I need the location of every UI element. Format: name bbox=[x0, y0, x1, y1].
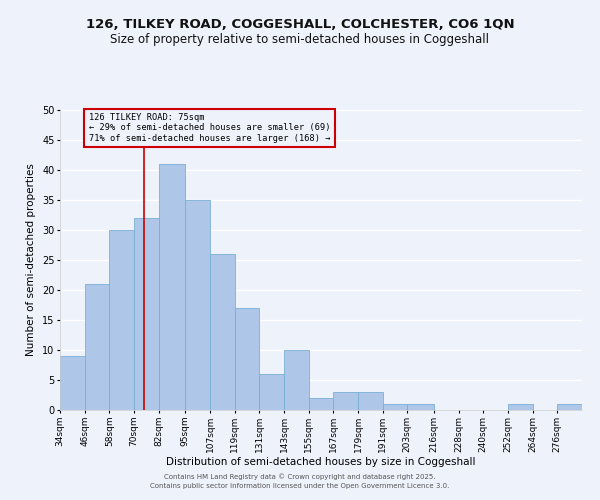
Bar bbox=[508, 404, 533, 410]
Bar bbox=[134, 218, 158, 410]
Bar bbox=[235, 308, 259, 410]
Bar bbox=[308, 398, 334, 410]
Bar bbox=[210, 254, 235, 410]
Y-axis label: Number of semi-detached properties: Number of semi-detached properties bbox=[26, 164, 37, 356]
Bar bbox=[60, 356, 85, 410]
Bar bbox=[358, 392, 383, 410]
Bar bbox=[557, 404, 582, 410]
Bar bbox=[383, 404, 407, 410]
Bar bbox=[85, 284, 109, 410]
Bar bbox=[259, 374, 284, 410]
Text: Contains HM Land Registry data © Crown copyright and database right 2025.: Contains HM Land Registry data © Crown c… bbox=[164, 474, 436, 480]
Bar bbox=[284, 350, 308, 410]
Bar bbox=[109, 230, 134, 410]
Bar bbox=[185, 200, 210, 410]
X-axis label: Distribution of semi-detached houses by size in Coggeshall: Distribution of semi-detached houses by … bbox=[166, 458, 476, 468]
Bar bbox=[158, 164, 185, 410]
Text: 126 TILKEY ROAD: 75sqm
← 29% of semi-detached houses are smaller (69)
71% of sem: 126 TILKEY ROAD: 75sqm ← 29% of semi-det… bbox=[89, 113, 330, 143]
Text: Size of property relative to semi-detached houses in Coggeshall: Size of property relative to semi-detach… bbox=[110, 32, 490, 46]
Bar bbox=[334, 392, 358, 410]
Text: Contains public sector information licensed under the Open Government Licence 3.: Contains public sector information licen… bbox=[151, 483, 449, 489]
Text: 126, TILKEY ROAD, COGGESHALL, COLCHESTER, CO6 1QN: 126, TILKEY ROAD, COGGESHALL, COLCHESTER… bbox=[86, 18, 514, 30]
Bar bbox=[407, 404, 434, 410]
